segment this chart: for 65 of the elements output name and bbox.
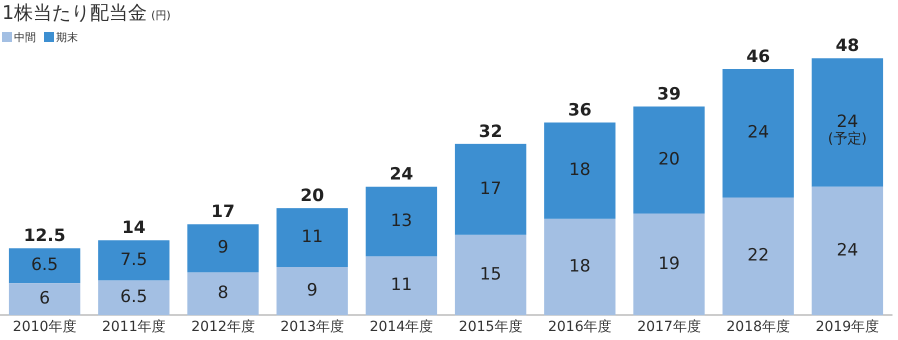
data-label: 7.5: [120, 250, 148, 270]
bar: [276, 208, 348, 268]
total-label: 32: [478, 122, 502, 142]
data-label: 15: [480, 264, 502, 284]
x-tick-label: 2016年度: [548, 319, 612, 336]
total-label: 39: [657, 84, 681, 104]
data-label: 18: [568, 256, 591, 276]
x-tick-label: 2014年度: [370, 319, 434, 336]
legend-label: 期末: [56, 31, 78, 44]
total-label: 46: [746, 46, 770, 67]
bar: [187, 272, 259, 316]
x-tick-label: 2017年度: [637, 319, 701, 336]
x-tick-label: 2012年度: [191, 319, 255, 336]
x-tick-label: 2015年度: [458, 319, 522, 336]
data-label: 24: [836, 112, 858, 132]
data-label: 6.5: [31, 255, 58, 276]
total-label: 20: [300, 186, 324, 206]
total-label: 12.5: [24, 226, 66, 246]
bar: [98, 280, 170, 316]
bar: [366, 256, 438, 316]
bar: [544, 122, 616, 219]
data-label: 19: [658, 254, 680, 274]
data-label: 11: [301, 227, 324, 248]
data-label: 6.5: [120, 287, 148, 308]
bar: [276, 267, 348, 316]
bar: [98, 240, 170, 280]
data-label: 17: [480, 178, 502, 199]
bar: [633, 106, 705, 214]
total-label: 24: [390, 164, 414, 185]
bar: [454, 144, 526, 235]
x-tick-label: 2013年度: [280, 319, 344, 336]
x-tick-label: 2018年度: [726, 319, 790, 336]
data-label: 24: [747, 122, 770, 143]
legend-label: 中間: [14, 31, 36, 44]
x-tick-label: 2010年度: [12, 319, 76, 336]
data-label: 9: [218, 238, 228, 258]
data-label: 8: [218, 283, 228, 304]
total-label: 48: [836, 36, 860, 56]
data-label: 6: [39, 288, 50, 309]
data-label: 18: [568, 160, 591, 180]
bar: [722, 197, 794, 316]
x-tick-label: 2019年度: [816, 319, 880, 336]
data-label: 24: [836, 240, 858, 260]
bar: [544, 218, 616, 316]
total-label: 36: [568, 100, 592, 120]
bar: [8, 248, 80, 284]
total-label: 14: [122, 218, 146, 238]
data-label: 13: [390, 210, 412, 231]
bar: [366, 186, 438, 256]
chart-subtitle: (円): [151, 9, 171, 22]
bar: [812, 58, 884, 187]
bar: [812, 186, 884, 316]
bar: [8, 283, 80, 316]
bar: [187, 224, 259, 272]
annotation: (予定): [828, 131, 867, 148]
x-tick-label: 2011年度: [102, 319, 166, 336]
data-label: 9: [306, 280, 318, 301]
bar: [722, 68, 794, 198]
bar: [454, 234, 526, 316]
chart-title: 1株当たり配当金: [2, 2, 148, 24]
bar: [633, 214, 705, 316]
data-label: 11: [390, 275, 412, 296]
total-label: 17: [211, 202, 235, 222]
data-label: 22: [747, 246, 770, 266]
data-label: 20: [658, 149, 680, 170]
